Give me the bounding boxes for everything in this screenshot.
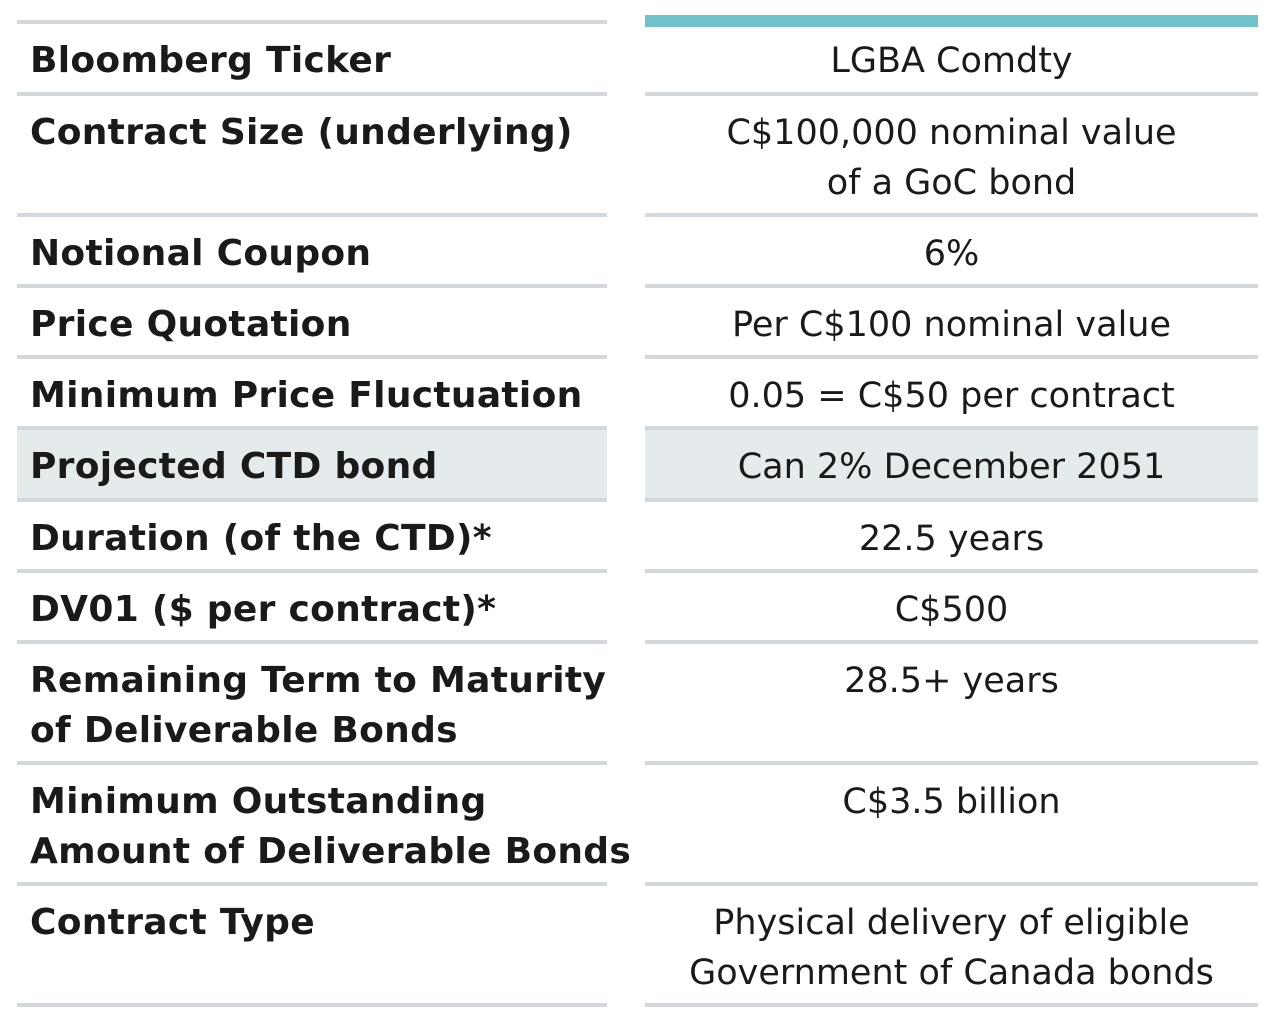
row-divider: [645, 213, 1258, 217]
row-divider: [17, 92, 607, 96]
table-header-accent-bar: [645, 15, 1258, 27]
row-value: C$3.5 billion: [645, 765, 1258, 883]
table-row: Minimum Price Fluctuation 0.05 = C$50 pe…: [0, 359, 1272, 428]
row-label-line: Remaining Term to Maturity: [30, 660, 607, 701]
row-value: 6%: [645, 217, 1258, 286]
row-label-line: Projected CTD bond: [30, 446, 438, 487]
row-label-line: of Deliverable Bonds: [30, 710, 458, 751]
row-value-line: 28.5+ years: [844, 661, 1059, 701]
table-row: Price Quotation Per C$100 nominal value: [0, 288, 1272, 357]
table-row: Duration (of the CTD)* 22.5 years: [0, 502, 1272, 571]
row-label-line: Minimum Price Fluctuation: [30, 375, 583, 416]
row-label-line: Price Quotation: [30, 304, 352, 345]
table-row: Contract Type Physical delivery of eligi…: [0, 886, 1272, 1004]
row-value-line: LGBA Comdty: [830, 41, 1073, 81]
row-label: Minimum Price Fluctuation: [17, 359, 607, 428]
row-divider: [17, 498, 607, 502]
row-divider: [645, 284, 1258, 288]
row-divider: [645, 640, 1258, 644]
table-bottom-rule: [17, 1003, 607, 1007]
table-bottom-rule: [645, 1003, 1258, 1007]
row-divider: [17, 284, 607, 288]
row-label: Projected CTD bond: [17, 430, 607, 499]
row-value: 28.5+ years: [645, 644, 1258, 762]
table-row: Remaining Term to Maturity of Deliverabl…: [0, 644, 1272, 762]
row-value-line: Government of Canada bonds: [689, 953, 1214, 993]
row-label: Minimum Outstanding Amount of Deliverabl…: [17, 765, 632, 883]
row-divider: [17, 640, 607, 644]
row-label: DV01 ($ per contract)*: [17, 573, 607, 642]
row-value-line: C$3.5 billion: [842, 782, 1061, 822]
table-row: Bloomberg Ticker LGBA Comdty: [0, 24, 1272, 94]
table-row: DV01 ($ per contract)* C$500: [0, 573, 1272, 642]
row-label: Remaining Term to Maturity of Deliverabl…: [17, 644, 607, 762]
row-value-line: Physical delivery of eligible: [713, 903, 1190, 943]
row-divider: [645, 498, 1258, 502]
table-row: Minimum Outstanding Amount of Deliverabl…: [0, 765, 1272, 883]
row-value-line: Can 2% December 2051: [737, 447, 1166, 487]
row-divider: [17, 426, 607, 430]
row-divider: [645, 882, 1258, 886]
table-row-highlighted: Projected CTD bond Can 2% December 2051: [0, 430, 1272, 499]
row-divider: [645, 92, 1258, 96]
row-label: Price Quotation: [17, 288, 607, 357]
row-value: Per C$100 nominal value: [645, 288, 1258, 357]
row-value: C$500: [645, 573, 1258, 642]
row-value: LGBA Comdty: [645, 24, 1258, 94]
row-label-line: Contract Size (underlying): [30, 112, 573, 153]
row-value: Physical delivery of eligible Government…: [645, 886, 1258, 1004]
row-divider: [645, 355, 1258, 359]
row-value-line: Per C$100 nominal value: [731, 305, 1172, 345]
row-label-line: Contract Type: [30, 902, 315, 943]
row-value: 22.5 years: [645, 502, 1258, 571]
row-label-line: Minimum Outstanding: [30, 781, 487, 822]
table-top-rule: [17, 20, 607, 24]
row-divider: [17, 761, 607, 765]
row-divider: [645, 569, 1258, 573]
row-value-line: 6%: [923, 234, 980, 274]
row-divider: [17, 882, 607, 886]
row-label: Contract Type: [17, 886, 607, 1004]
row-value-line: C$500: [894, 590, 1009, 630]
row-value-line: C$100,000 nominal value: [726, 113, 1177, 153]
row-label-line: Bloomberg Ticker: [30, 40, 392, 81]
row-label: Contract Size (underlying): [17, 96, 607, 214]
row-value: C$100,000 nominal value of a GoC bond: [645, 96, 1258, 214]
row-label-line: DV01 ($ per contract)*: [30, 589, 497, 630]
row-label-line: Amount of Deliverable Bonds: [30, 831, 632, 872]
row-value-line: 0.05 = C$50 per contract: [728, 376, 1175, 416]
row-label: Bloomberg Ticker: [17, 24, 607, 94]
table-row: Contract Size (underlying) C$100,000 nom…: [0, 96, 1272, 214]
row-label-line: Notional Coupon: [30, 233, 372, 274]
row-divider: [645, 761, 1258, 765]
row-value: 0.05 = C$50 per contract: [645, 359, 1258, 428]
row-divider: [17, 213, 607, 217]
row-divider: [17, 355, 607, 359]
row-value-line: 22.5 years: [858, 519, 1045, 559]
row-value: Can 2% December 2051: [645, 430, 1258, 499]
row-value-line: of a GoC bond: [826, 163, 1077, 203]
row-label: Duration (of the CTD)*: [17, 502, 607, 571]
table-row: Notional Coupon 6%: [0, 217, 1272, 286]
row-divider: [17, 569, 607, 573]
row-label: Notional Coupon: [17, 217, 607, 286]
row-divider: [645, 426, 1258, 430]
row-label-line: Duration (of the CTD)*: [30, 518, 492, 559]
